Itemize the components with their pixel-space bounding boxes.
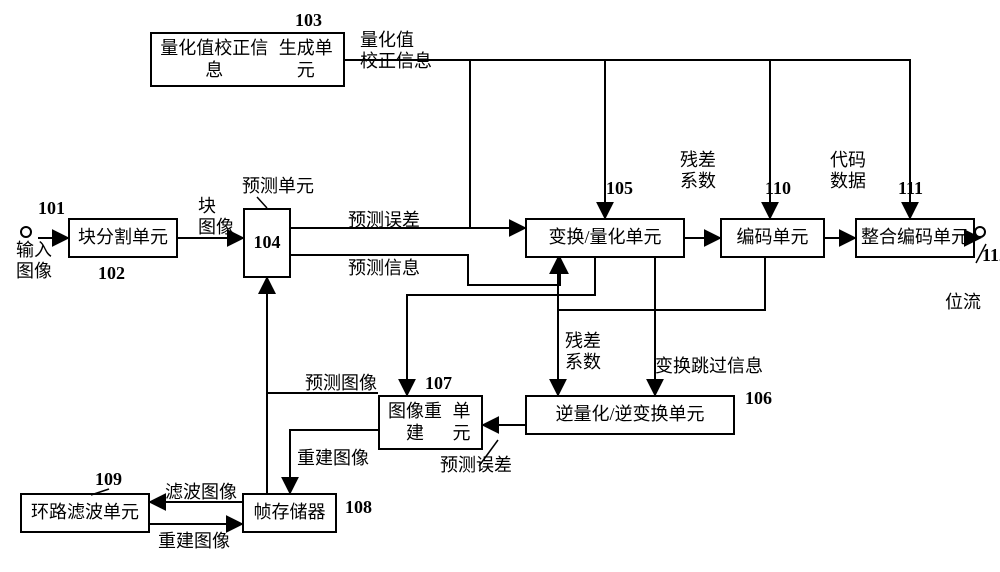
node-text: 逆量化/逆变换单元: [555, 404, 704, 426]
node-text: 生成单元: [272, 38, 339, 81]
node-n110: 编码单元: [720, 218, 825, 258]
edge: [291, 255, 560, 285]
leader-line: [257, 197, 267, 208]
node-n104: 104: [243, 208, 291, 278]
label-skip_info: 变换跳过信息: [655, 356, 763, 377]
label-pred_err2: 预测误差: [440, 455, 512, 476]
ref-n108: 108: [345, 497, 372, 518]
node-text: 块分割单元: [78, 227, 168, 249]
diagram-canvas: 量化值校正信息生成单元103块分割单元102104变换/量化单元105编码单元1…: [0, 0, 1000, 572]
label-code_data: 代码 数据: [830, 150, 866, 191]
node-text: 单元: [446, 401, 477, 444]
ref-n102: 102: [98, 263, 125, 284]
label-resid_top: 残差 系数: [680, 150, 716, 191]
port-label-out: 位流: [945, 292, 981, 313]
node-text: 帧存储器: [254, 502, 326, 524]
label-pred_unit: 预测单元: [242, 176, 314, 197]
label-block_img: 块 图像: [198, 196, 234, 237]
label-pred_info: 预测信息: [348, 258, 420, 279]
node-n106: 逆量化/逆变换单元: [525, 395, 735, 435]
node-text: 量化值校正信息: [156, 38, 272, 81]
ref-n105: 105: [606, 178, 633, 199]
ref-n103: 103: [295, 10, 322, 31]
label-filter_img: 滤波图像: [165, 482, 237, 503]
node-text: 图像重建: [384, 401, 446, 444]
ref-n111: 111: [898, 178, 923, 199]
label-rebuild_img: 重建图像: [297, 448, 369, 469]
ref-n106: 106: [745, 388, 772, 409]
port-ref-out: 112: [982, 245, 1000, 266]
node-text: 变换/量化单元: [548, 227, 661, 249]
port-out: [974, 226, 986, 238]
label-pred_err: 预测误差: [348, 210, 420, 231]
label-pred_img: 预测图像: [305, 373, 377, 394]
node-n102: 块分割单元: [68, 218, 178, 258]
edge: [558, 258, 765, 310]
node-n103: 量化值校正信息生成单元: [150, 32, 345, 87]
node-n109: 环路滤波单元: [20, 493, 150, 533]
ref-n110: 110: [765, 178, 791, 199]
node-text: 环路滤波单元: [31, 502, 139, 524]
label-rebuild_img2: 重建图像: [158, 531, 230, 552]
node-text: 整合编码单元: [861, 227, 969, 249]
node-text: 编码单元: [737, 227, 809, 249]
edge: [345, 60, 470, 228]
node-n107: 图像重建单元: [378, 395, 483, 450]
port-label-in: 输入 图像: [16, 240, 52, 281]
edge: [470, 60, 605, 218]
ref-n107: 107: [425, 373, 452, 394]
port-ref-in: 101: [38, 198, 65, 219]
label-resid_mid: 残差 系数: [565, 331, 601, 372]
node-n111: 整合编码单元: [855, 218, 975, 258]
label-qcorr_above: 量化值 校正信息: [360, 30, 432, 71]
ref-n109: 109: [95, 469, 122, 490]
node-text: 104: [254, 232, 281, 254]
node-n105: 变换/量化单元: [525, 218, 685, 258]
node-n108: 帧存储器: [242, 493, 337, 533]
port-in: [20, 226, 32, 238]
